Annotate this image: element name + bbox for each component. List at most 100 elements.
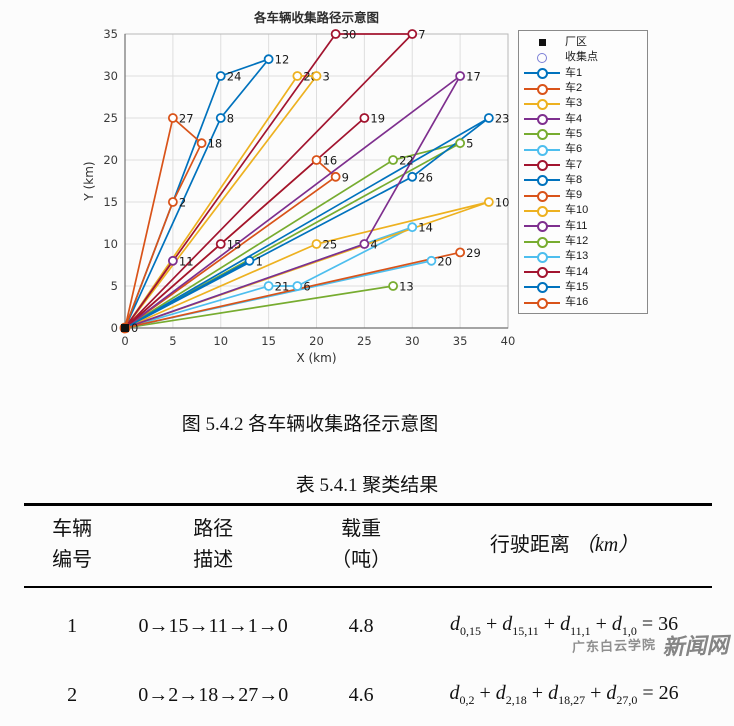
collection-point-marker [292,281,303,291]
legend-item-label: 车7 [565,158,583,171]
collection-point-label: 16 [323,154,338,168]
legend-item: 车15 [519,280,647,295]
collection-point-marker [311,71,322,81]
vehicle-line-marker-icon [519,68,565,80]
x-tick-label: 5 [169,334,176,348]
collection-point-label: 27 [179,112,194,126]
chart-legend: 厂区 收集点 车1 车2 车3 车4 车5 车6 车7 车 [518,30,648,315]
legend-item: 车14 [519,264,647,279]
collection-point-label: 4 [370,238,377,252]
x-tick-label: 10 [213,334,228,348]
collection-point-marker [167,255,178,266]
legend-item-label: 车16 [565,296,589,309]
x-tick-label: 40 [501,334,516,348]
route-line-车14 [124,117,365,329]
table-header-cell: 行驶距离 （km） [489,533,639,556]
collection-point-label: 15 [227,238,242,252]
collection-point-marker [426,255,437,266]
collection-point-label: 1 [255,254,262,268]
route-line-车11 [124,75,461,329]
collection-point-label: 19 [370,112,385,126]
collection-point-label: 6 [303,280,310,294]
collection-point-label: 13 [399,280,414,294]
legend-item-label: 车2 [565,82,583,95]
table-row: 1 0→15→11→1→0 4.8 d0,15 + d15,11 + d11,1 + … [24,587,712,657]
collection-point-marker [215,71,226,81]
legend-item-label: 车15 [565,280,589,293]
vehicle-line-marker-icon [519,175,565,187]
x-tick-label: 25 [357,334,372,348]
vehicle-line-marker-icon [519,236,565,248]
collection-point-marker [359,113,370,123]
legend-item-label: 车6 [565,143,583,156]
vehicle-line-marker-icon [519,205,565,217]
legend-item-label: 车14 [565,265,589,278]
collection-point-marker [483,197,494,207]
collection-point-marker [311,239,322,249]
y-tick-label: 35 [103,27,118,41]
collection-point-label: 25 [323,238,338,252]
legend-item: 车16 [519,295,647,310]
collection-point-label: 22 [399,154,414,168]
legend-item-label: 车13 [565,250,589,263]
cell-vehicle-number: 1 [67,614,78,637]
collection-point-marker [263,281,274,291]
x-tick-label: 30 [405,334,420,348]
legend-item: 车7 [519,157,647,172]
legend-item: 车12 [519,234,647,249]
y-tick-label: 30 [103,69,118,83]
vehicle-line-marker-icon [519,160,565,172]
table-title: 表 5.4.1 聚类结果 [295,475,439,496]
collection-point-label: 14 [418,221,433,235]
collection-point-label: 9 [342,170,349,184]
collection-point-marker [455,247,466,258]
legend-item: 车4 [519,111,647,126]
table-header-cell: 路径 描述 [193,518,234,571]
table-row: 2 0→2→18→27→0 4.6 d0,2 + d2,18 + d18,27 + d… [24,657,712,726]
legend-item-label: 车11 [565,219,588,232]
legend-item: 车5 [519,127,647,142]
legend-item-label: 车9 [565,189,583,202]
vehicle-line-marker-icon [519,190,565,202]
collection-point-label: 24 [227,70,242,84]
legend-item: 车11 [519,219,647,234]
factory-marker [121,324,129,332]
route-line-车5 [124,142,461,329]
collection-point-marker [167,197,178,207]
legend-item-label: 车12 [565,235,589,247]
table-header-row: 车辆 编号 路径 描述 载重 （吨） 行驶距离 （km） [24,504,712,587]
collection-point-label: 30 [342,28,357,42]
collection-point-marker [244,255,255,266]
cell-load: 4.8 [348,614,374,637]
legend-item: 车9 [519,188,647,203]
collection-point-label: 11 [179,254,194,268]
page: 0 5 10 15 20 25 30 35 40 0 5 10 15 20 25 30 35 X (km) Y (k… [24,10,729,707]
collection-point-marker [407,29,418,39]
legend-item: 车8 [519,173,647,188]
legend-item: 收集点 [519,50,647,65]
collection-point-marker [388,281,399,291]
chart-title: 各车辆收集路径示意图 [253,10,379,25]
legend-item-label: 车5 [565,127,583,140]
collection-point-marker [215,113,226,123]
legend-item-label: 车4 [565,112,583,125]
collection-point-marker [455,71,466,81]
y-tick-label: 0 [111,321,118,335]
collection-point-marker-icon [519,52,565,63]
collection-point-label: 2 [179,196,186,210]
collection-point-marker [196,138,207,149]
collection-point-label: 29 [466,246,481,260]
legend-item-label: 车10 [565,204,589,217]
vehicle-line-marker-icon [519,129,565,141]
collection-point-label: 18 [208,137,223,151]
collection-point-marker [407,171,418,182]
y-tick-label: 25 [103,111,118,125]
collection-point-label: 26 [418,170,433,184]
collection-point-label: 21 [275,280,290,294]
collection-point-label: 8 [227,112,234,126]
vehicle-line-marker-icon [519,83,565,95]
y-tick-label: 15 [103,195,118,209]
cluster-results-table: 车辆 编号 路径 描述 载重 （吨） 行驶距离 （km） 1 0→15→11→1→0 4.8 d0… [24,503,712,726]
legend-item: 车13 [519,249,647,264]
